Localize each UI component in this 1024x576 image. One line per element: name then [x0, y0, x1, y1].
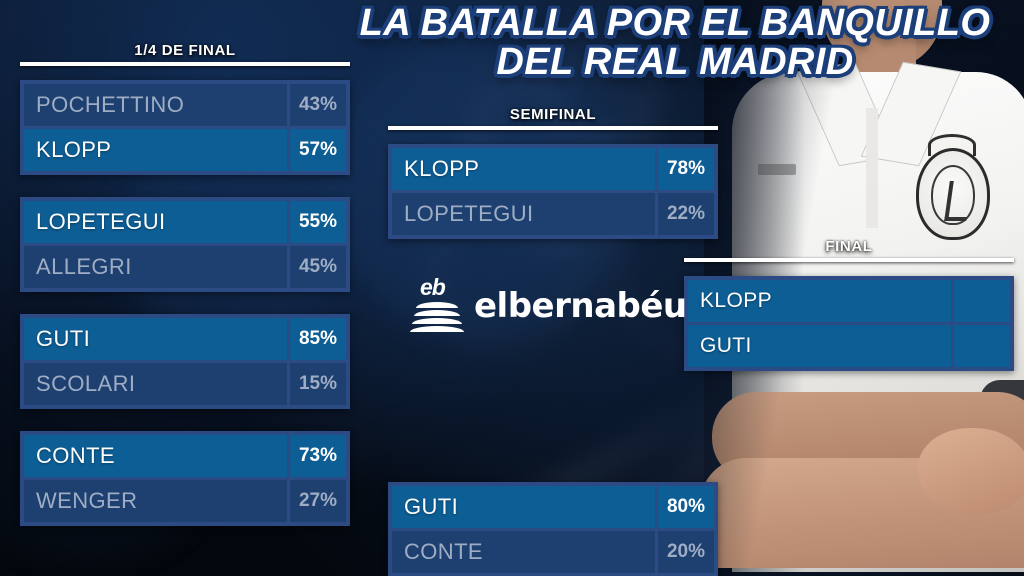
column-final: FINAL KLOPP GUTI — [684, 238, 1014, 371]
candidate-percentage: 15% — [290, 363, 346, 405]
bracket-row[interactable]: GUTI — [688, 325, 1010, 367]
candidate-percentage: 78% — [658, 148, 714, 190]
bracket-row[interactable]: CONTE 73% — [24, 435, 346, 477]
bracket-row[interactable]: POCHETTINO 43% — [24, 84, 346, 126]
bracket-row[interactable]: KLOPP 78% — [392, 148, 714, 190]
bracket-semifinal-2: GUTI 80% CONTE 20% — [388, 482, 718, 576]
candidate-percentage: 45% — [290, 246, 346, 288]
candidate-name: KLOPP — [688, 280, 951, 322]
title-line-2: DEL REAL MADRID — [496, 40, 854, 83]
logo-wordmark: elbernabéu — [474, 286, 687, 326]
candidate-name: CONTE — [24, 435, 287, 477]
candidate-percentage: 22% — [658, 193, 714, 235]
bracket-row[interactable]: GUTI 85% — [24, 318, 346, 360]
page-title: LA BATALLA POR EL BANQUILLO DEL REAL MAD… — [330, 4, 1020, 82]
bracket-row[interactable]: GUTI 80% — [392, 486, 714, 528]
candidate-name: KLOPP — [392, 148, 655, 190]
column-heading-final: FINAL — [825, 238, 873, 255]
candidate-percentage — [954, 325, 1010, 367]
candidate-name: GUTI — [24, 318, 287, 360]
candidate-name: SCOLARI — [24, 363, 287, 405]
bracket-quarterfinals-2: LOPETEGUI 55% ALLEGRI 45% — [20, 197, 350, 292]
candidate-percentage: 43% — [290, 84, 346, 126]
bracket-quarterfinals-4: CONTE 73% WENGER 27% — [20, 431, 350, 526]
candidate-percentage: 85% — [290, 318, 346, 360]
candidate-percentage: 57% — [290, 129, 346, 171]
candidate-name: KLOPP — [24, 129, 287, 171]
bracket-final-1: KLOPP GUTI — [684, 276, 1014, 371]
candidate-name: ALLEGRI — [24, 246, 287, 288]
candidate-name: GUTI — [688, 325, 951, 367]
bracket-row[interactable]: KLOPP 57% — [24, 129, 346, 171]
candidate-percentage — [954, 280, 1010, 322]
column-heading-semifinal: SEMIFINAL — [509, 106, 597, 123]
candidate-name: GUTI — [392, 486, 655, 528]
title-line-1: LA BATALLA POR EL BANQUILLO — [359, 2, 991, 44]
bracket-row[interactable]: WENGER 27% — [24, 480, 346, 522]
candidate-name: CONTE — [392, 531, 655, 573]
column-rule — [20, 62, 350, 66]
bracket-row[interactable]: LOPETEGUI 55% — [24, 201, 346, 243]
candidate-name: LOPETEGUI — [392, 193, 655, 235]
candidate-percentage: 73% — [290, 435, 346, 477]
bracket-row[interactable]: KLOPP — [688, 280, 1010, 322]
logo-monogram: eb — [420, 274, 446, 300]
bracket-quarterfinals-1: POCHETTINO 43% KLOPP 57% — [20, 80, 350, 175]
column-semifinal: SEMIFINAL KLOPP 78% LOPETEGUI 22% GUTI 80% CONT… — [388, 106, 718, 576]
bracket-row[interactable]: LOPETEGUI 22% — [392, 193, 714, 235]
stadium-icon: eb — [410, 274, 464, 336]
column-heading-quarterfinals: 1/4 DE FINAL — [134, 42, 236, 59]
candidate-percentage: 80% — [658, 486, 714, 528]
elbernabeu-logo[interactable]: eb elbernabéu — [410, 274, 687, 337]
column-rule — [684, 258, 1014, 262]
bracket-quarterfinals-3: GUTI 85% SCOLARI 15% — [20, 314, 350, 409]
column-quarterfinals: 1/4 DE FINAL POCHETTINO 43% KLOPP 57% LOPETEG… — [20, 42, 350, 526]
bracket-row[interactable]: SCOLARI 15% — [24, 363, 346, 405]
bracket-row[interactable]: CONTE 20% — [392, 531, 714, 573]
bracket-row[interactable]: ALLEGRI 45% — [24, 246, 346, 288]
candidate-name: POCHETTINO — [24, 84, 287, 126]
candidate-percentage: 27% — [290, 480, 346, 522]
column-rule — [388, 126, 718, 130]
candidate-percentage: 55% — [290, 201, 346, 243]
candidate-percentage: 20% — [658, 531, 714, 573]
candidate-name: LOPETEGUI — [24, 201, 287, 243]
bracket-semifinal-1: KLOPP 78% LOPETEGUI 22% — [388, 144, 718, 239]
candidate-name: WENGER — [24, 480, 287, 522]
